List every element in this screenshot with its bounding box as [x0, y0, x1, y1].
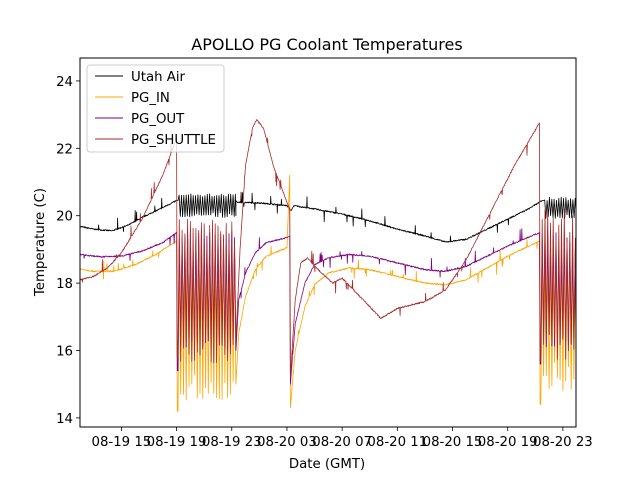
y-tick-label: 14: [56, 412, 73, 427]
series-line-pg-out: [80, 228, 576, 385]
axes-frame: [79, 57, 577, 428]
legend-label: PG_IN: [131, 91, 170, 106]
legend-label: PG_OUT: [131, 112, 185, 127]
legend-box: [86, 64, 225, 153]
series-layer: [80, 119, 576, 412]
x-tick-label: 08-19 15: [91, 435, 151, 450]
x-tick-label: 08-20 07: [312, 435, 372, 450]
x-tick-label: 08-20 19: [478, 435, 538, 450]
x-axis-label: Date (GMT): [289, 457, 365, 472]
chart-title: APOLLO PG Coolant Temperatures: [191, 35, 462, 54]
series-line-pg-in: [80, 174, 576, 412]
legend-label: Utah Air: [131, 70, 186, 85]
y-axis-label: Temperature (C): [33, 188, 48, 297]
x-tick-label: 08-20 11: [367, 435, 427, 450]
legend-label: PG_SHUTTLE: [131, 133, 216, 148]
x-tick-label: 08-19 19: [147, 435, 207, 450]
series-line-utah-air: [80, 191, 576, 243]
series-line-pg-shuttle: [80, 119, 576, 378]
x-tick-label: 08-20 23: [533, 435, 593, 450]
x-tick-label: 08-20 15: [423, 435, 483, 450]
y-tick-label: 18: [56, 277, 73, 292]
x-tick-label: 08-20 03: [257, 435, 317, 450]
y-tick-label: 16: [56, 345, 73, 360]
y-axis: 14 16 18 20 22 24: [56, 75, 80, 427]
legend: Utah Air PG_IN PG_OUT PG_SHUTTLE: [86, 64, 225, 153]
y-tick-label: 22: [56, 142, 73, 157]
y-tick-label: 24: [56, 75, 73, 90]
x-tick-label: 08-19 23: [202, 435, 262, 450]
y-tick-label: 20: [56, 210, 73, 225]
